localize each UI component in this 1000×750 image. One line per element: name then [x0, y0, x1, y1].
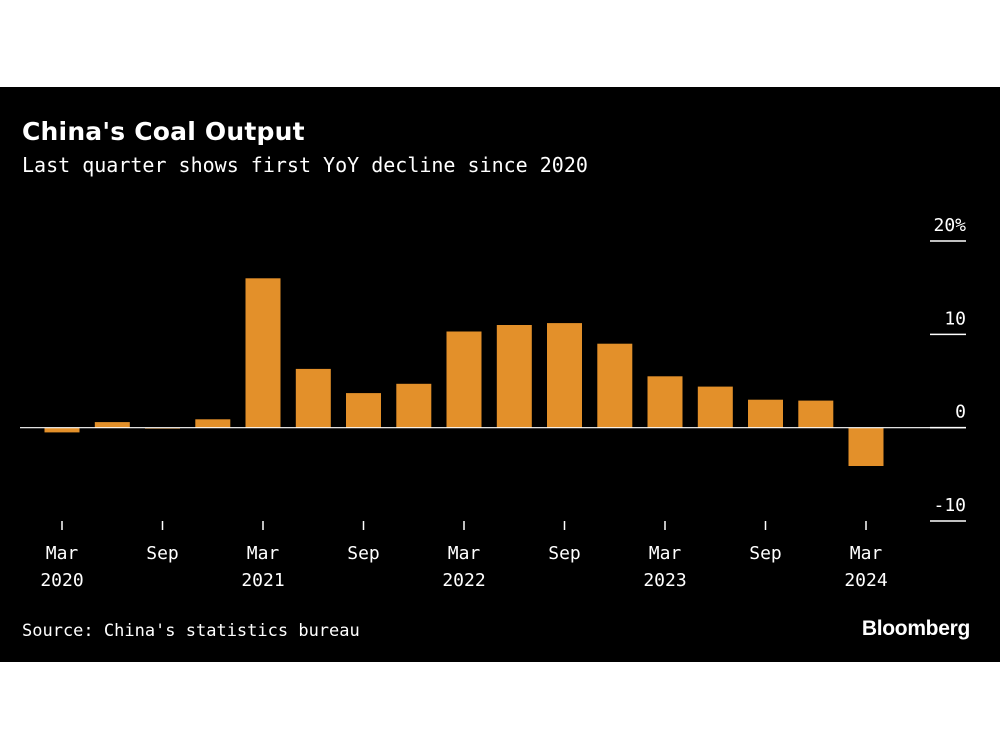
bar-13	[698, 387, 733, 428]
bloomberg-logo: Bloomberg	[862, 617, 970, 641]
bar-9	[497, 325, 532, 428]
x-tick-month-3: Sep	[347, 543, 380, 564]
bar-1	[95, 422, 130, 428]
y-tick-label-2: 0	[955, 402, 966, 423]
source-note: Source: China's statistics bureau	[22, 621, 360, 641]
bar-6	[346, 393, 381, 428]
bar-7	[396, 384, 431, 428]
bar-5	[296, 369, 331, 428]
x-tick-year-2: 2021	[241, 570, 284, 591]
chart-panel: China's Coal Output Last quarter shows f…	[0, 87, 1000, 662]
bar-11	[597, 344, 632, 428]
x-tick-year-8: 2024	[844, 570, 887, 591]
bar-0	[45, 428, 80, 433]
bar-15	[798, 401, 833, 428]
x-tick-month-4: Mar	[448, 543, 481, 564]
y-tick-label-3: -10	[933, 495, 966, 516]
x-tick-month-2: Mar	[247, 543, 280, 564]
bar-chart: 20% 10 0 -10 Mar 2020 Sep Mar 2021 Sep Mar 2022 Sep M…	[0, 87, 1000, 662]
x-tick-year-4: 2022	[442, 570, 485, 591]
x-tick-month-8: Mar	[850, 543, 883, 564]
x-tick-month-5: Sep	[548, 543, 581, 564]
x-tick-month-7: Sep	[749, 543, 782, 564]
bar-3	[195, 419, 230, 427]
bar-4	[246, 278, 281, 427]
bar-12	[648, 376, 683, 427]
x-tick-year-0: 2020	[40, 570, 83, 591]
y-tick-label-1: 10	[944, 308, 966, 329]
x-tick-month-6: Mar	[649, 543, 682, 564]
bar-10	[547, 323, 582, 428]
bar-16	[849, 428, 884, 466]
y-tick-label-0: 20%	[933, 215, 966, 236]
x-tick-month-0: Mar	[46, 543, 79, 564]
bar-14	[748, 400, 783, 428]
x-tick-month-1: Sep	[146, 543, 179, 564]
bar-8	[447, 332, 482, 428]
x-tick-year-6: 2023	[643, 570, 686, 591]
